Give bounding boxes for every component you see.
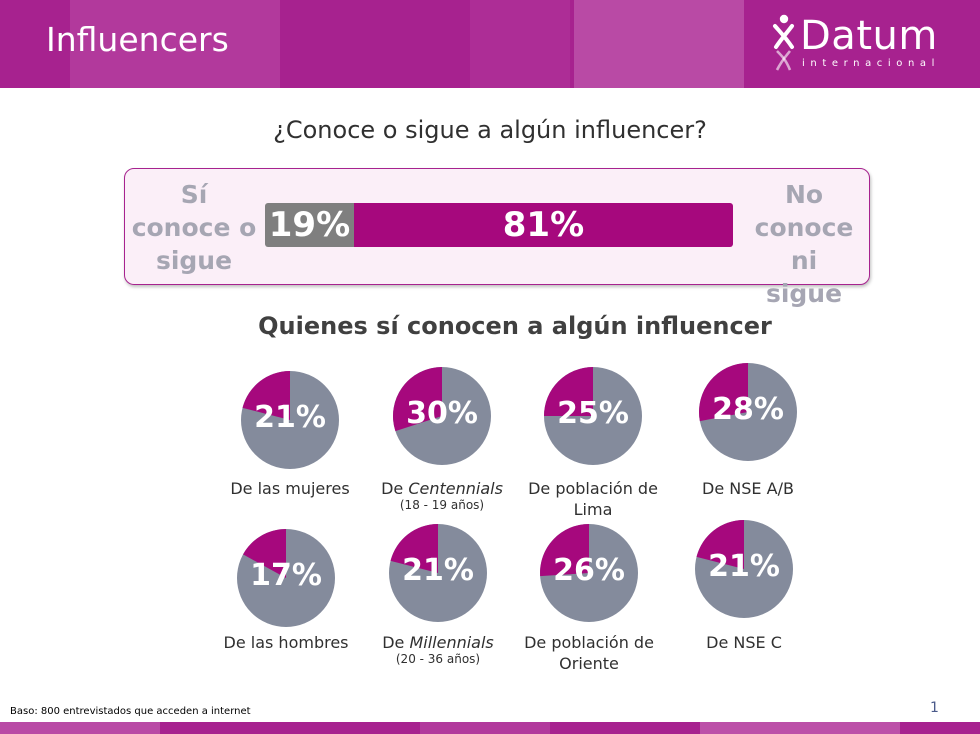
header-band <box>70 0 280 88</box>
pie-category-label-line: De población de <box>528 479 658 498</box>
section-title: Quienes sí conocen a algún influencer <box>258 312 772 340</box>
pie-category-label: De población de Lima <box>508 478 678 520</box>
pie-age-range: (18 - 19 años) <box>399 498 485 512</box>
pie-category-label: De NSE A/B <box>702 479 794 498</box>
yes-label: Sí conoce o sigue <box>129 178 259 277</box>
pie-slice-share <box>243 529 286 578</box>
dna-figure-icon <box>773 14 794 71</box>
pie-chart <box>695 520 793 618</box>
pie-percent-label: 25% <box>557 396 629 431</box>
yes-label-line: sigue <box>155 246 233 275</box>
pie-slice-share <box>390 524 438 573</box>
yes-label-line: Sí <box>180 180 208 209</box>
question-title: ¿Conoce o sigue a algún influencer? <box>273 116 707 144</box>
pie-category-label-generation: Centennials <box>408 479 503 498</box>
pie-category-label-line: Oriente <box>559 654 619 673</box>
pie-category-label-generation: Millennials <box>409 633 494 652</box>
no-label-line: sigue <box>765 279 843 308</box>
page-number: 1 <box>930 700 939 716</box>
pie-category-label-prefix: De <box>382 633 410 652</box>
pie-age-range: (20 - 36 años) <box>395 652 481 666</box>
no-label-line: No <box>784 180 824 209</box>
pie-category-label: De NSE C <box>706 633 782 652</box>
pie-category-label-prefix: De <box>381 479 409 498</box>
pie-percent-label: 28% <box>712 392 784 427</box>
footer-band <box>700 722 900 734</box>
bar-segment-no: 81% <box>353 203 733 247</box>
no-label: No conoce ni sigue <box>739 178 869 310</box>
yes-label-line: conoce o <box>131 213 257 242</box>
pie-slice-share <box>393 367 442 432</box>
pie-percent-label: 21% <box>708 549 780 584</box>
base-footnote: Baso: 800 entrevistados que acceden a in… <box>10 706 251 717</box>
header-band <box>470 0 570 88</box>
bar-label-yes: 19% <box>268 205 351 245</box>
pie-percent-label: 26% <box>553 553 625 588</box>
pie-category-label-line: Lima <box>573 500 613 519</box>
pie-percent-label: 21% <box>402 553 474 588</box>
no-label-line: conoce ni <box>754 213 854 275</box>
datum-logo: Datum internacional <box>770 12 960 76</box>
awareness-stacked-bar: 19% 81% <box>265 203 733 247</box>
pie-chart <box>540 524 638 622</box>
pie-category-label: De las hombres <box>223 633 349 652</box>
bar-segment-yes: 19% <box>265 203 354 247</box>
logo-subtitle: internacional <box>802 58 941 69</box>
pie-slice-share <box>540 524 589 577</box>
pie-slice-share <box>696 520 744 569</box>
pie-category-label: De población de Oriente <box>504 632 674 674</box>
pie-chart <box>699 363 797 461</box>
header-banner: Influencers Datum internacional <box>0 0 980 88</box>
pie-slice-share <box>242 371 290 420</box>
pie-category-label: De Centennials <box>357 478 527 499</box>
footer-band <box>420 722 550 734</box>
bar-label-no: 81% <box>502 205 585 245</box>
pie-percent-label: 17% <box>250 558 322 593</box>
pie-category-label: De Millennials <box>353 632 523 653</box>
footer-band <box>0 722 160 734</box>
pie-chart <box>389 524 487 622</box>
pie-category-label: De las mujeres <box>230 479 350 498</box>
pie-percent-label: 21% <box>254 400 326 435</box>
pie-chart <box>393 367 491 465</box>
header-band <box>574 0 744 88</box>
pie-chart <box>544 367 642 465</box>
footer-banner <box>0 722 980 734</box>
pie-category-label-line: De población de <box>524 633 654 652</box>
pie-percent-label: 30% <box>406 396 478 431</box>
pie-chart <box>241 371 339 469</box>
page-title: Influencers <box>46 20 229 59</box>
pie-chart <box>237 529 335 627</box>
logo-wordmark: Datum <box>800 13 938 59</box>
pie-slice-share <box>544 367 593 416</box>
pie-slice-share <box>699 363 748 422</box>
